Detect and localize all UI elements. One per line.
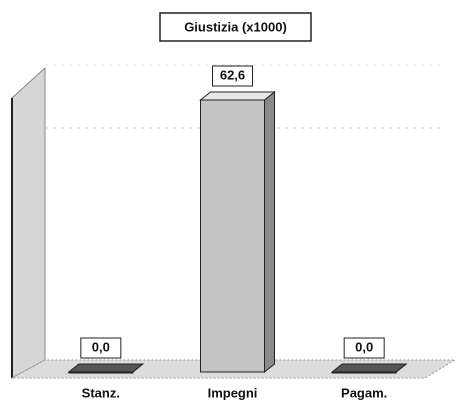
chart-title: Giustizia (x1000) [184,19,287,34]
value-label: 62,6 [220,67,245,82]
value-label-box [212,65,253,87]
bar-top [199,91,276,101]
back-wall [11,66,46,379]
x-tick-label: Stanz. [82,385,120,400]
value-label: 0,0 [92,339,110,354]
bar-side [264,90,275,374]
bar-top [67,363,145,373]
value-label-box [80,337,122,359]
x-tick-label: Pagam. [341,385,387,400]
bar [68,371,134,374]
bar [200,99,265,373]
bar-top [330,363,408,373]
bar [331,371,397,374]
value-label: 0,0 [355,339,373,354]
value-label-box [343,337,385,359]
title-box [159,12,312,42]
x-tick-label: Impegni [208,385,258,400]
